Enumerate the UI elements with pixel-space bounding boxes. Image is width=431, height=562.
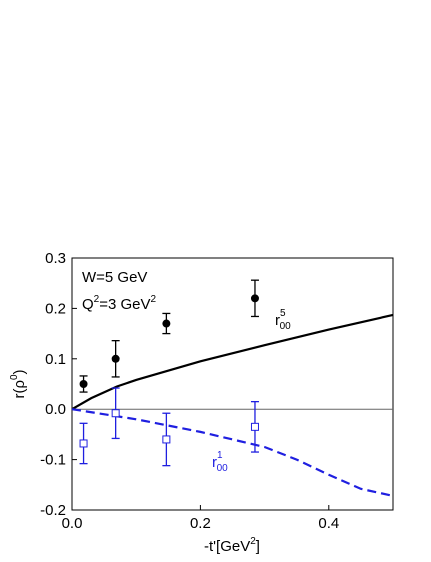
data-point [250, 294, 259, 303]
data-point [250, 422, 259, 431]
annotation: Q2=3 GeV2 [82, 294, 157, 313]
y-tick-label: 0.0 [45, 401, 66, 418]
data-point [111, 409, 120, 418]
plot-frame [71, 257, 394, 511]
y-tick-label: 0.3 [45, 250, 66, 267]
y-tick-label: -0.2 [40, 502, 66, 519]
data-point [162, 319, 171, 328]
y-tick-label: 0.2 [45, 300, 66, 317]
x-tick-label: 0.0 [62, 515, 83, 532]
x-tick-label: 0.4 [318, 515, 339, 532]
y-tick-label: -0.1 [40, 452, 66, 469]
curve-label: r1 00 [212, 450, 228, 474]
curve-label: r5 00 [275, 308, 291, 332]
x-tick-label: 0.2 [190, 515, 211, 532]
theory-curve [71, 408, 394, 497]
y-tick-label: 0.1 [45, 351, 66, 368]
data-point [79, 439, 88, 448]
data-point [162, 435, 171, 444]
data-point [79, 380, 88, 388]
theory-curve [71, 313, 394, 411]
annotation: W=5 GeV [82, 269, 147, 286]
data-point [111, 354, 120, 363]
x-axis-title: -t'[GeV2] [204, 536, 260, 555]
y-axis-title: r(ρ0) [9, 369, 28, 398]
